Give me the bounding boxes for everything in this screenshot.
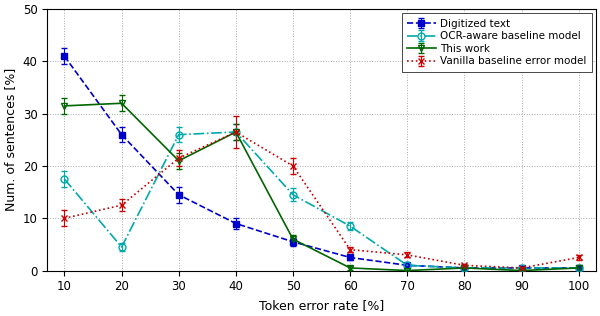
- X-axis label: Token error rate [%]: Token error rate [%]: [259, 299, 384, 312]
- Legend: Digitized text, OCR-aware baseline model, This work, Vanilla baseline error mode: Digitized text, OCR-aware baseline model…: [401, 13, 592, 71]
- Y-axis label: Num. of sentences [%]: Num. of sentences [%]: [4, 68, 17, 211]
